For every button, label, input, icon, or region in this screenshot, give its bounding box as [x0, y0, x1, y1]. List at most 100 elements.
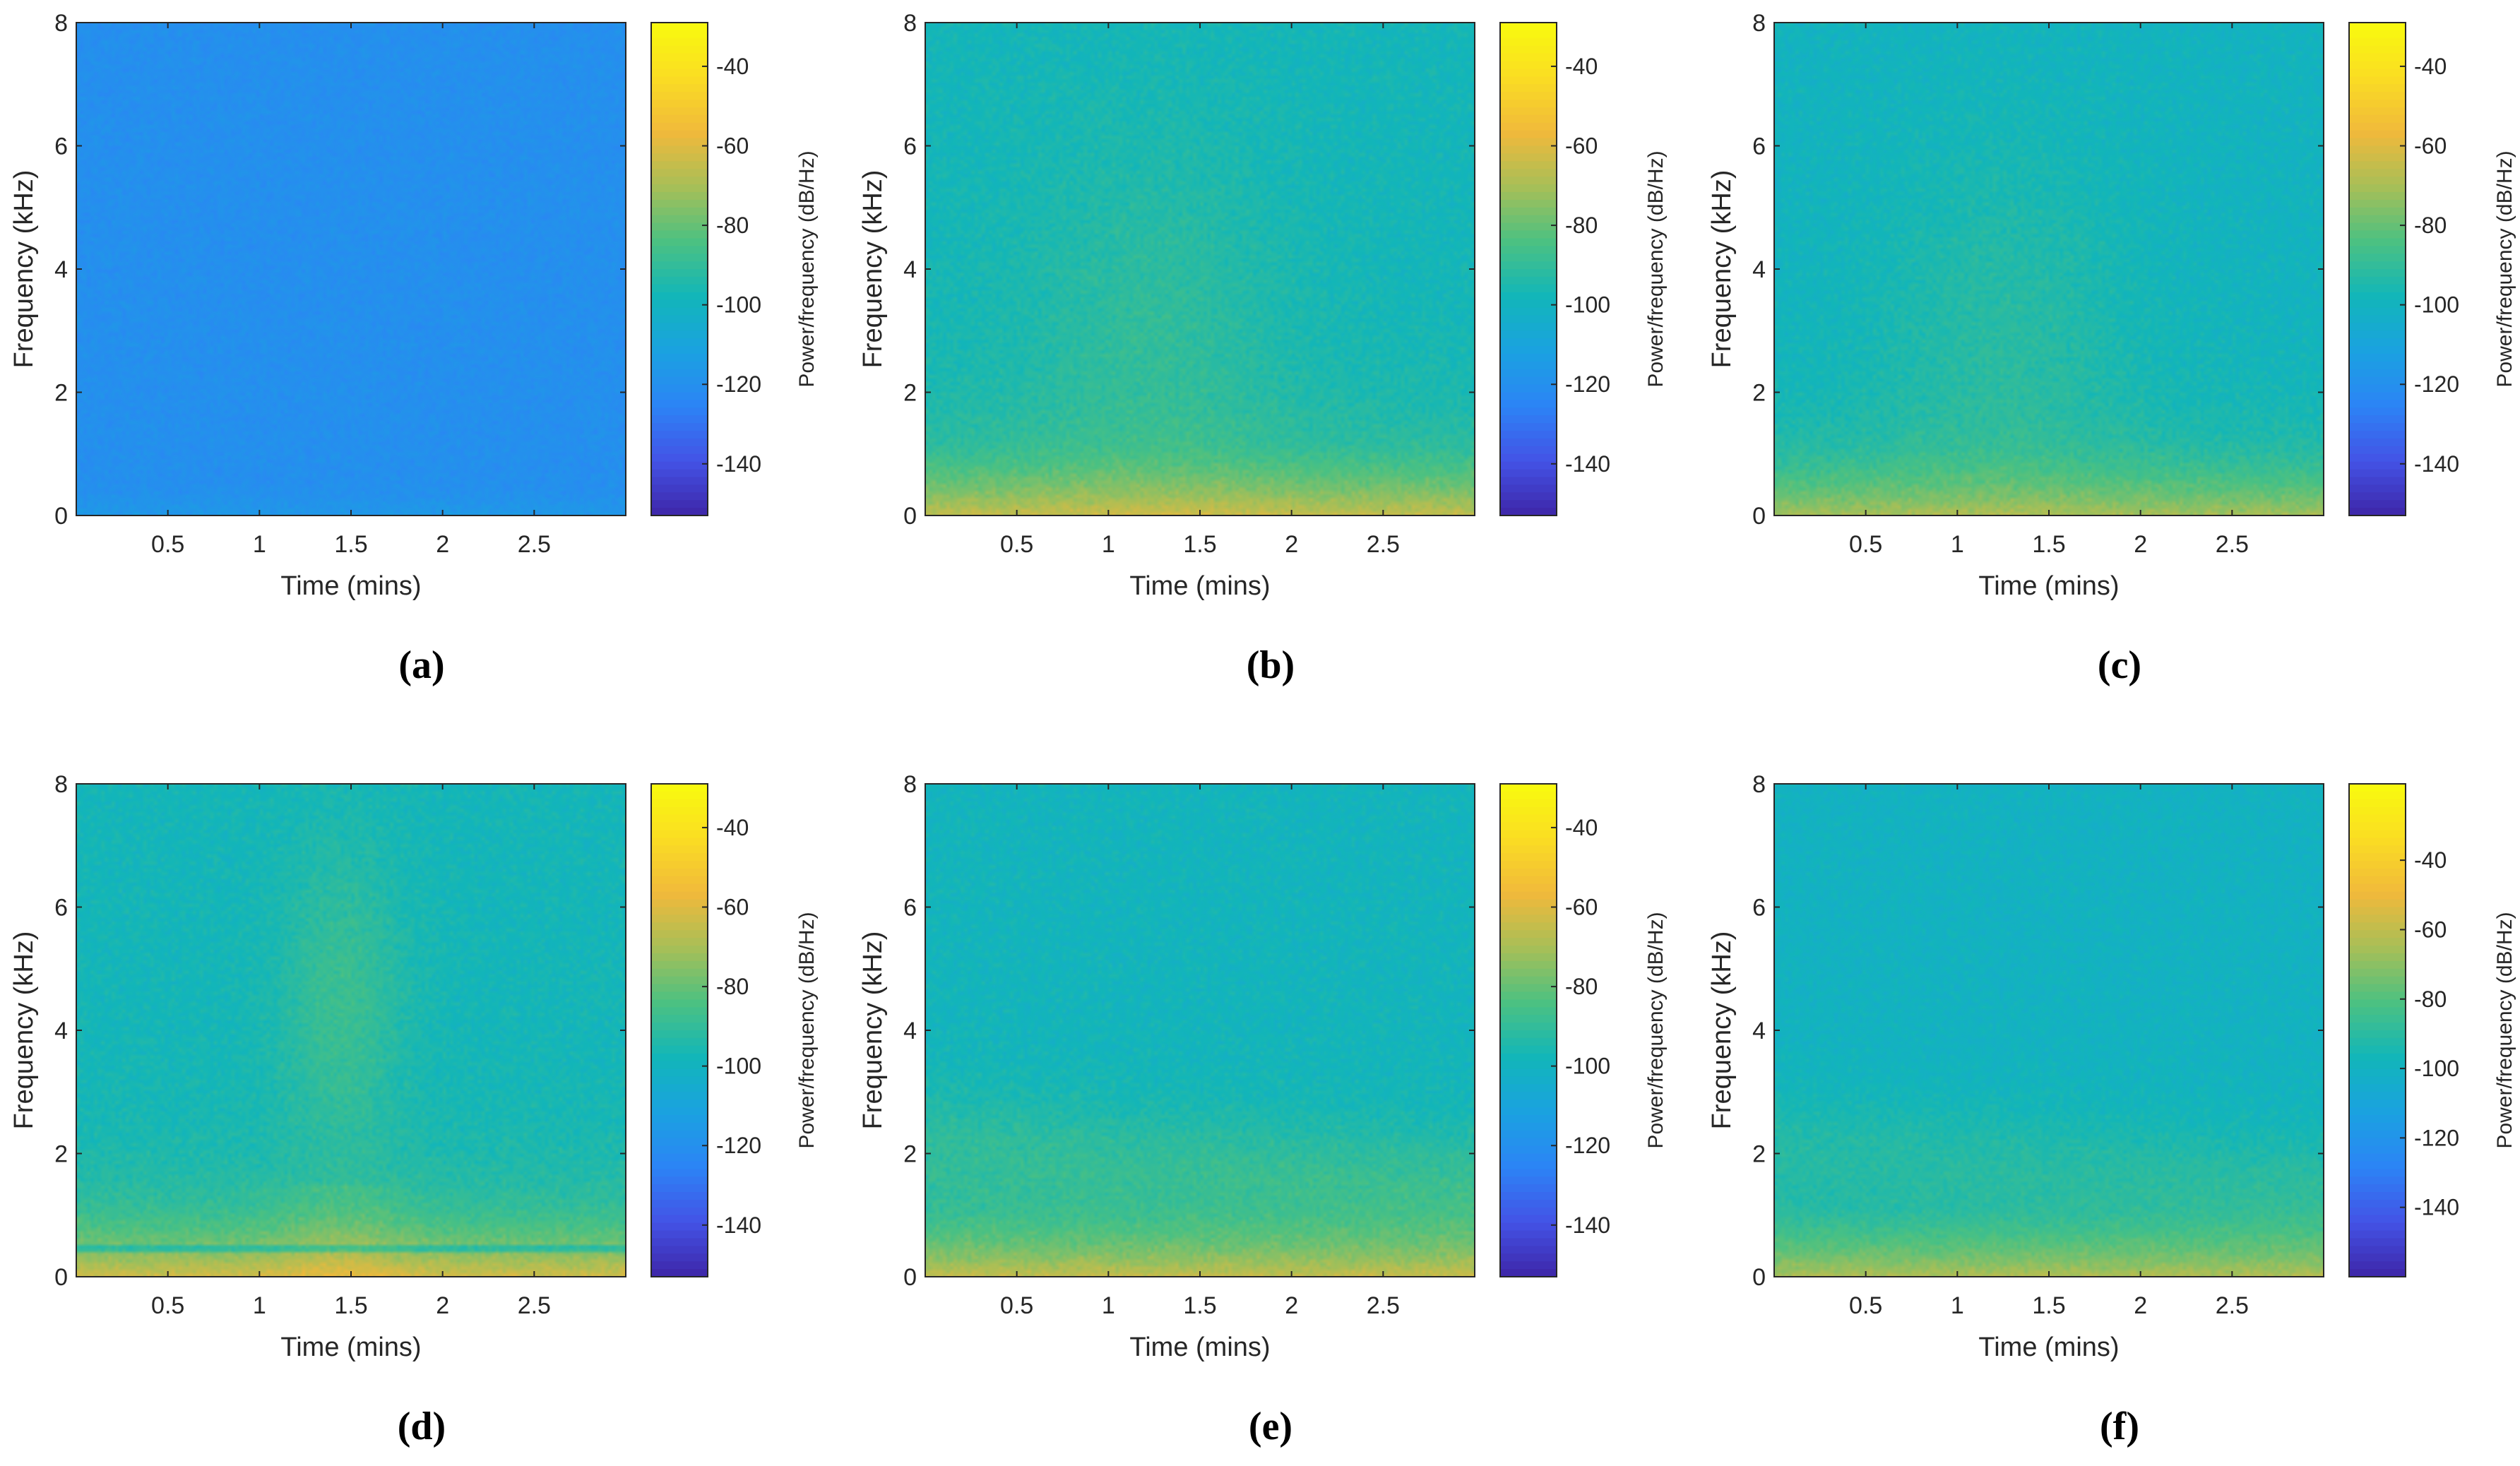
- colorbar-segment: [651, 806, 708, 816]
- colorbar-segment: [651, 484, 708, 494]
- colorbar-segment: [2349, 338, 2406, 347]
- colorbar-tick-label: -80: [716, 213, 749, 238]
- colorbar-segment: [2349, 861, 2406, 869]
- colorbar-frame: [2348, 783, 2406, 1277]
- colorbar-segment: [651, 145, 708, 155]
- colorbar-segment: [2349, 1037, 2406, 1047]
- colorbar-tick-label: -120: [2414, 1125, 2459, 1150]
- colorbar-segment: [1500, 37, 1557, 47]
- y-tick-label: 2: [903, 1141, 917, 1168]
- subplot-caption: (d): [398, 1405, 446, 1448]
- colorbar-segment: [651, 469, 708, 478]
- colorbar-segment: [1500, 145, 1557, 155]
- colorbar-segment: [1500, 315, 1557, 324]
- x-axis-label: Time (mins): [280, 571, 421, 601]
- subplot-a: 0 2 4 6 8 0.5 1 1.5 2 2.5 Time (mins) Frequency (kH…: [9, 10, 819, 687]
- colorbar-tick-label: -120: [1565, 1133, 1610, 1158]
- colorbar-segment: [1500, 508, 1557, 516]
- colorbar-segment: [2349, 1076, 2406, 1085]
- y-axis-label: Frequency (kHz): [9, 931, 39, 1130]
- colorbar-segment: [2349, 1100, 2406, 1109]
- colorbar-segment: [1500, 922, 1557, 931]
- colorbar-tick-label: -120: [716, 1133, 761, 1158]
- colorbar-tick-label: -60: [1565, 133, 1598, 159]
- colorbar-segment: [1500, 446, 1557, 455]
- colorbar-segment: [651, 1222, 708, 1232]
- colorbar-segment: [651, 938, 708, 947]
- colorbar-segment: [2349, 999, 2406, 1008]
- x-tick-label: 2.5: [2216, 531, 2249, 558]
- colorbar-segment: [1500, 1076, 1557, 1085]
- colorbar-segment: [1500, 184, 1557, 193]
- x-tick-label: 2: [2134, 531, 2147, 558]
- colorbar-segment: [2349, 1023, 2406, 1031]
- colorbar-segment: [2349, 330, 2406, 340]
- colorbar-segment: [651, 254, 708, 263]
- colorbar-segment: [1500, 114, 1557, 124]
- colorbar-segment: [2349, 891, 2406, 900]
- colorbar-segment: [651, 953, 708, 962]
- colorbar-segment: [651, 1114, 708, 1124]
- colorbar-segment: [651, 215, 708, 224]
- colorbar-segment: [2349, 261, 2406, 270]
- colorbar-segment: [2349, 1068, 2406, 1078]
- subplot-b: 0 2 4 6 8 0.5 1 1.5 2 2.5 Time (mins) Frequency (kH…: [858, 10, 1668, 687]
- colorbar-segment: [1500, 269, 1557, 278]
- colorbar-segment: [1500, 207, 1557, 216]
- colorbar-segment: [651, 822, 708, 831]
- colorbar-segment: [1500, 169, 1557, 178]
- colorbar-segment: [1500, 1107, 1557, 1116]
- colorbar-segment: [2349, 415, 2406, 424]
- colorbar-segment: [1500, 960, 1557, 970]
- colorbar-segment: [651, 1269, 708, 1277]
- colorbar-segment: [2349, 30, 2406, 39]
- colorbar-segment: [651, 84, 708, 93]
- colorbar-segment: [2349, 1045, 2406, 1054]
- colorbar-segment: [651, 407, 708, 417]
- x-tick-label: 0.5: [1849, 531, 1882, 558]
- colorbar-segment: [2349, 169, 2406, 178]
- colorbar-segment: [651, 269, 708, 278]
- colorbar-segment: [2349, 199, 2406, 208]
- colorbar-segment: [1500, 907, 1557, 916]
- colorbar-segment: [2349, 1238, 2406, 1247]
- x-tick-label: 2.5: [518, 1292, 551, 1319]
- colorbar-segment: [651, 292, 708, 301]
- colorbar-segment: [1500, 461, 1557, 470]
- colorbar-segment: [651, 61, 708, 70]
- colorbar-segment: [1500, 1030, 1557, 1039]
- colorbar-segment: [1500, 346, 1557, 354]
- colorbar-segment: [1500, 946, 1557, 954]
- colorbar-segment: [1500, 1068, 1557, 1078]
- colorbar-segment: [651, 246, 708, 255]
- colorbar-segment: [651, 392, 708, 401]
- colorbar-segment: [2349, 1130, 2406, 1139]
- colorbar-tick-label: -120: [2414, 371, 2459, 397]
- colorbar-segment: [1500, 500, 1557, 509]
- x-axis-label: Time (mins): [1978, 571, 2119, 601]
- colorbar-segment: [2349, 853, 2406, 862]
- colorbar-segment: [2349, 299, 2406, 309]
- colorbar-segment: [1500, 284, 1557, 293]
- colorbar-segment: [2349, 822, 2406, 831]
- colorbar-segment: [2349, 361, 2406, 370]
- colorbar-segment: [2349, 883, 2406, 893]
- colorbar-segment: [2349, 1215, 2406, 1224]
- colorbar-tick-label: -60: [716, 133, 749, 159]
- y-tick-label: 8: [903, 10, 917, 37]
- subplot-e: 0 2 4 6 8 0.5 1 1.5 2 2.5 Time (mins) Frequency (kH…: [858, 771, 1668, 1448]
- colorbar-segment: [1500, 1145, 1557, 1155]
- colorbar-frame: [2348, 22, 2406, 516]
- colorbar-tick-label: -100: [1565, 1054, 1610, 1079]
- y-tick-label: 2: [903, 380, 917, 407]
- colorbar-segment: [2349, 438, 2406, 447]
- colorbar-segment: [651, 883, 708, 893]
- x-tick-label: 0.5: [1000, 531, 1033, 558]
- colorbar-segment: [1500, 484, 1557, 494]
- colorbar-segment: [651, 400, 708, 409]
- x-tick-label: 2: [436, 1292, 449, 1319]
- colorbar-segment: [2349, 323, 2406, 332]
- colorbar-segment: [1500, 1253, 1557, 1263]
- colorbar-segment: [2349, 191, 2406, 201]
